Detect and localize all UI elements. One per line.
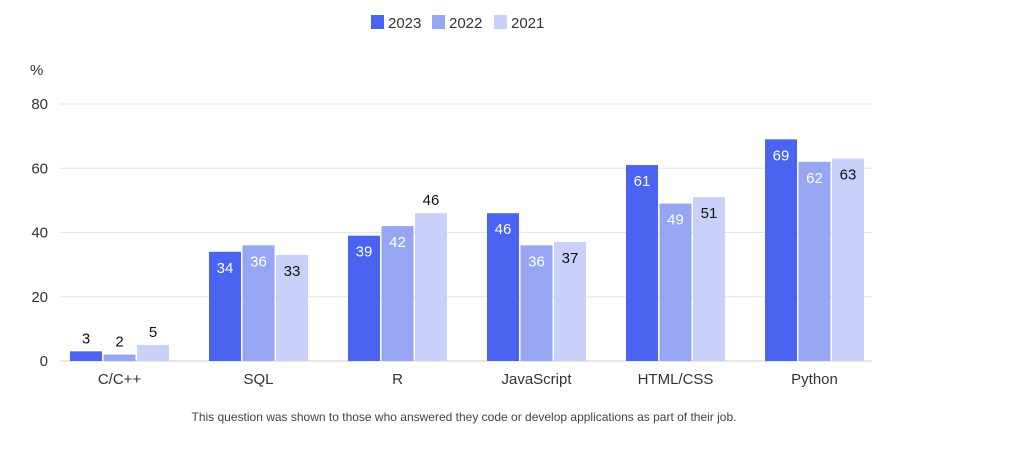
data-label: 33	[284, 263, 301, 280]
bar	[798, 161, 831, 361]
bar	[348, 235, 380, 361]
data-label: 49	[667, 212, 684, 229]
y-tick-label: 40	[31, 225, 48, 242]
legend-swatch	[432, 15, 445, 29]
data-label: 62	[806, 170, 823, 187]
data-label: 5	[149, 324, 157, 341]
data-label: 36	[528, 253, 545, 270]
bars	[70, 139, 864, 361]
data-label: 34	[217, 260, 234, 277]
data-label: 36	[250, 253, 267, 270]
y-tick-label: 80	[31, 96, 48, 113]
y-axis-unit-label: %	[30, 62, 43, 79]
data-label: 51	[701, 205, 718, 222]
bar	[626, 165, 658, 361]
bar	[103, 354, 136, 361]
data-label: 46	[423, 192, 440, 209]
data-label: 69	[773, 147, 790, 164]
bar	[381, 226, 414, 361]
bar	[276, 254, 308, 361]
data-label: 2	[115, 334, 123, 351]
bar	[137, 344, 169, 361]
legend-label: 2021	[511, 15, 544, 32]
y-tick-label: 0	[40, 353, 48, 370]
y-tick-label: 20	[31, 289, 48, 306]
bar	[242, 245, 275, 361]
data-label: 42	[389, 234, 406, 251]
y-tick-label: 60	[31, 160, 48, 177]
legend-label: 2022	[449, 15, 482, 32]
x-category-label: SQL	[243, 371, 273, 388]
bar	[70, 351, 102, 361]
x-category-label: JavaScript	[501, 371, 572, 388]
bar	[520, 245, 553, 361]
gridlines	[60, 103, 872, 362]
x-category-label: HTML/CSS	[638, 371, 714, 388]
bar	[765, 139, 797, 361]
data-labels: 3 2 5 34 36 33 39 42 46 46 36 37 61 49 51 69 62 63	[82, 147, 857, 350]
bar	[554, 242, 586, 361]
bar	[487, 213, 519, 361]
data-label: 39	[356, 244, 373, 261]
legend: 2023 2022 2021	[371, 15, 544, 32]
data-label: 46	[495, 221, 512, 238]
data-label: 63	[840, 167, 857, 184]
data-label: 37	[562, 250, 579, 267]
legend-swatch	[371, 15, 384, 29]
bar	[693, 197, 725, 361]
y-axis-ticks: 0 20 40 60 80	[31, 96, 48, 370]
x-category-label: C/C++	[98, 371, 142, 388]
data-label: 3	[82, 330, 90, 347]
bar	[659, 203, 692, 361]
legend-label: 2023	[388, 15, 421, 32]
bar	[209, 251, 241, 361]
x-axis-category-labels: C/C++ SQL R JavaScript HTML/CSS Python	[98, 371, 838, 388]
x-category-label: R	[392, 371, 403, 388]
data-label: 61	[634, 173, 651, 190]
legend-swatch	[494, 15, 507, 29]
bar	[415, 213, 447, 361]
x-category-label: Python	[791, 371, 838, 388]
bar	[832, 158, 864, 361]
footnote: This question was shown to those who ans…	[192, 410, 737, 424]
